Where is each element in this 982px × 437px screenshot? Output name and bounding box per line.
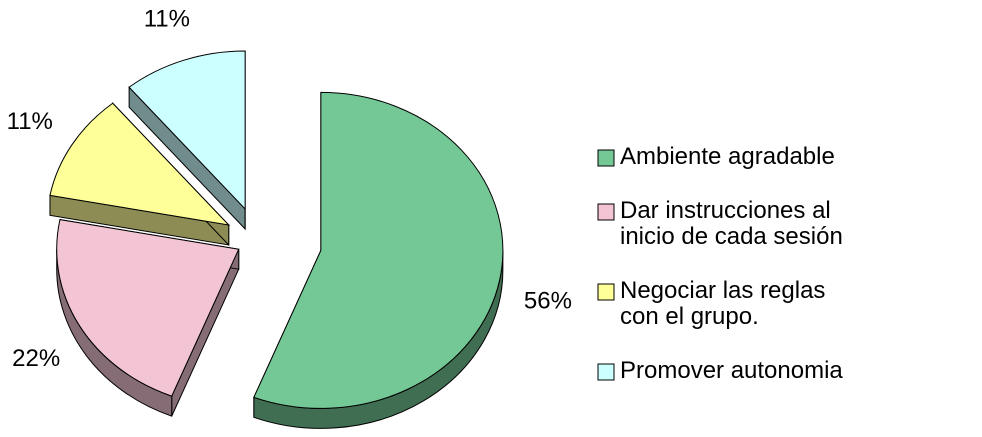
data-label: 11% [144,6,190,33]
legend-label: Ambiente agradable [620,143,835,170]
legend-label: Promover autonomia [620,357,843,384]
legend-swatch [597,149,615,167]
data-label: 22% [12,345,60,372]
legend-label-line: inicio de cada sesión [620,223,843,250]
legend-label-line: Ambiente agradable [620,143,835,170]
legend-swatch [597,203,615,221]
legend-label: Dar instrucciones al inicio de cada sesió… [620,197,843,250]
slice [56,219,240,397]
slice [253,91,504,409]
legend-swatch [597,363,615,381]
legend-label-line: Negociar las reglas [620,277,825,304]
slice [49,102,231,226]
data-label: 56% [524,287,572,314]
legend-label-line: Dar instrucciones al [620,197,831,224]
legend-swatch [597,283,615,301]
slice [128,50,246,211]
data-label: 11% [7,108,53,135]
legend-label: Negociar las reglas con el grupo. [620,277,825,330]
legend-label-line: con el grupo. [620,303,759,330]
legend-label-line: Promover autonomia [620,357,843,384]
